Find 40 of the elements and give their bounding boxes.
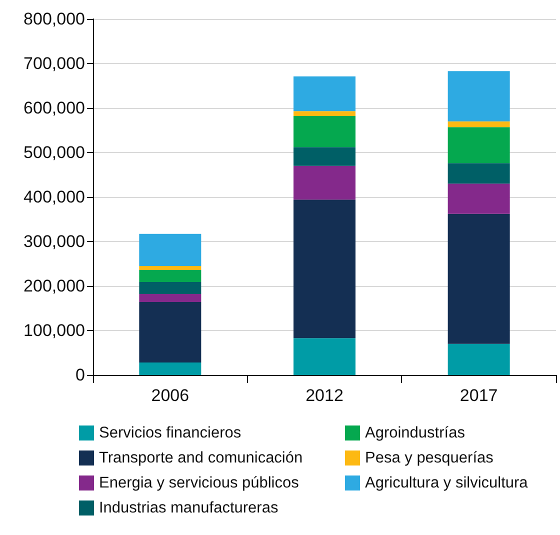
bar xyxy=(139,302,202,363)
legend-label: Pesa y pesquerías xyxy=(365,450,494,466)
bar xyxy=(294,147,356,166)
legend-label: Transporte and comunicación xyxy=(99,450,303,466)
bar xyxy=(139,294,202,302)
bar xyxy=(139,266,202,270)
bar xyxy=(448,71,510,122)
bar xyxy=(139,234,202,266)
bar xyxy=(294,116,356,148)
bar xyxy=(294,166,356,200)
bar xyxy=(448,127,510,164)
legend-label: Servicios financieros xyxy=(99,424,242,442)
legend-label: Energia y servicious públicos xyxy=(99,474,300,492)
x-tick-label: 2017 xyxy=(460,386,498,405)
bar xyxy=(448,163,510,184)
bar xyxy=(448,184,510,214)
y-tick-label: 400,000 xyxy=(24,188,85,206)
bar xyxy=(448,121,510,128)
bar xyxy=(139,270,202,282)
x-tick-label: 2012 xyxy=(306,386,344,405)
bar xyxy=(448,214,510,344)
legend-label: Industrias manufactureras xyxy=(99,500,278,516)
y-tick-label: 800,000 xyxy=(24,10,85,28)
bar xyxy=(448,344,510,375)
legend-label: Agricultura y silvicultura xyxy=(365,474,528,492)
bar xyxy=(139,362,202,375)
legend-label: Agroindustrías xyxy=(365,424,466,442)
y-tick-label: 0 xyxy=(76,366,85,384)
bar xyxy=(294,111,356,116)
bar xyxy=(294,76,356,112)
bar xyxy=(294,338,356,375)
x-tick-label: 2006 xyxy=(151,386,190,405)
y-tick-label: 700,000 xyxy=(24,54,85,73)
bar xyxy=(139,282,202,294)
y-tick-label: 600,000 xyxy=(24,98,85,118)
y-tick-label: 500,000 xyxy=(24,143,85,162)
y-tick-label: 300,000 xyxy=(24,232,85,251)
y-tick-label: 200,000 xyxy=(24,276,85,296)
bar xyxy=(294,200,356,338)
y-tick-label: 100,000 xyxy=(24,321,85,340)
